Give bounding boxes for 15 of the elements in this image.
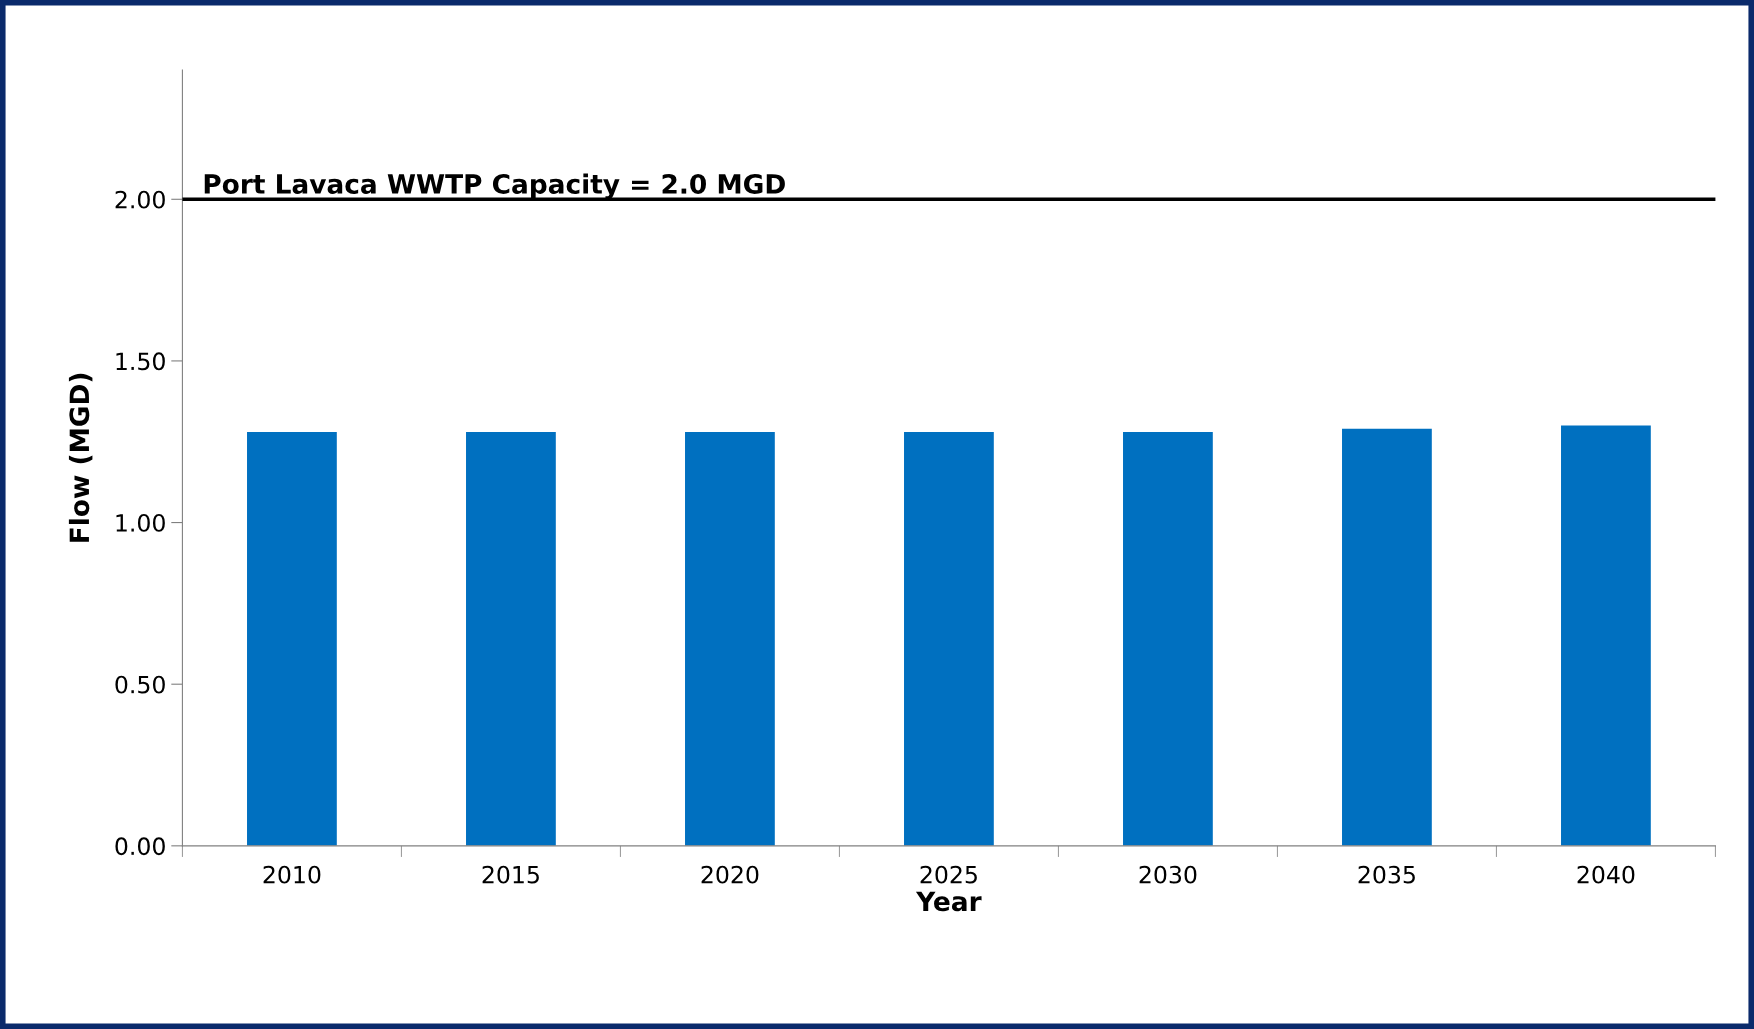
x-tick-label: 2040 [1577, 865, 1635, 884]
x-tick-label: 2035 [1358, 865, 1415, 884]
y-tick-label: 2.00 [115, 190, 165, 209]
x-tick-label: 2015 [482, 865, 539, 884]
y-tick-label: 0.00 [115, 837, 165, 856]
y-tick-label: 0.50 [115, 675, 165, 694]
x-tick-label: 2025 [920, 865, 977, 884]
x-tick-label: 2010 [263, 865, 321, 884]
y-axis-title: Flow (MGD) [68, 373, 93, 542]
ref-line-label: Port Lavaca WWTP Capacity = 2.0 MGD [204, 173, 785, 200]
x-tick-label: 2030 [1139, 865, 1197, 884]
y-tick-label: 1.50 [116, 352, 165, 371]
x-tick-label: 2020 [701, 865, 759, 884]
x-axis-title: Year [915, 891, 982, 912]
y-tick-label: 1.00 [116, 514, 165, 532]
